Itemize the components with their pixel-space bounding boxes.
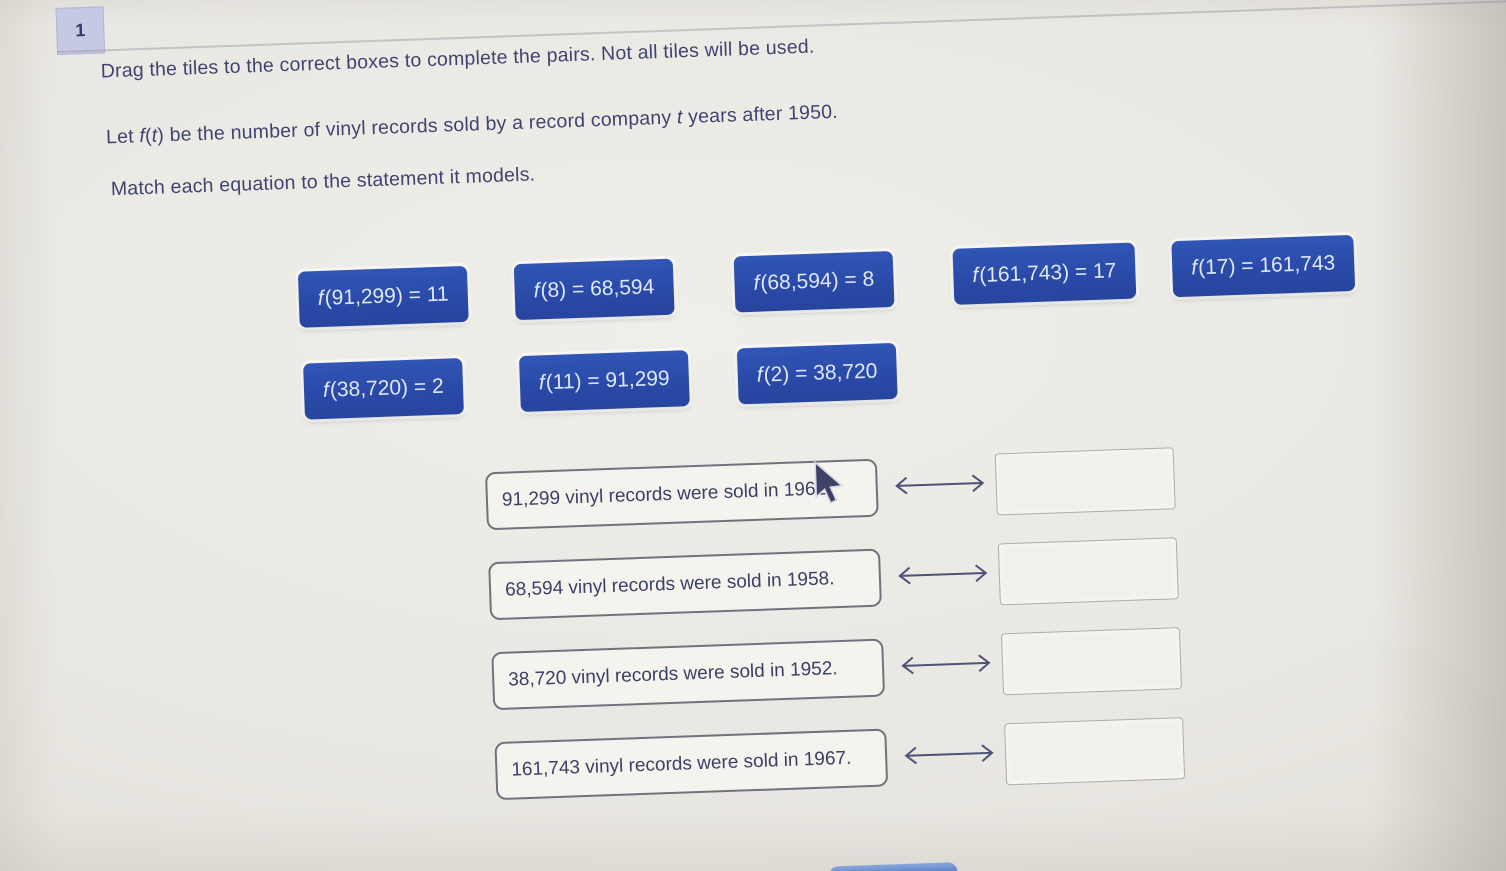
double-arrow-icon [904,744,994,765]
instruction-text: Drag the tiles to the correct boxes to c… [100,35,815,83]
pair-row: 38,720 vinyl records were sold in 1952. [491,626,1253,714]
tile-label: (38,720) = 2 [329,374,445,402]
equation-tile[interactable]: f (17) = 161,743 [1171,234,1356,298]
equation-tile[interactable]: f (8) = 68,594 [513,258,675,321]
equation-tile[interactable]: f (2) = 38,720 [736,342,898,405]
tile-fn: f [753,271,760,295]
answer-drop-box[interactable] [1000,627,1182,696]
question-number-tab[interactable]: 1 [55,6,106,55]
intro-part: years after 1950. [682,100,839,129]
tile-label: (91,299) = 11 [324,282,449,310]
answer-drop-box[interactable] [1004,717,1186,786]
double-arrow-icon [901,654,991,675]
equation-tile[interactable]: f (68,594) = 8 [733,250,895,313]
statement-box: 161,743 vinyl records were sold in 1967. [494,728,889,801]
tile-label: (68,594) = 8 [760,267,875,295]
question-number: 1 [74,20,86,41]
statement-text: 161,743 vinyl records were sold in 1967. [511,747,852,781]
tile-label: (11) = 91,299 [545,366,671,395]
match-text: Match each equation to the statement it … [110,163,536,201]
statement-text: 68,594 vinyl records were sold in 1958. [504,568,835,601]
equation-tile[interactable]: f (38,720) = 2 [303,358,464,420]
double-arrow-icon [898,564,988,585]
tile-fn: f [1190,256,1198,280]
intro-text: Let f(t) be the number of vinyl records … [106,101,839,150]
statement-box: 38,720 vinyl records were sold in 1952. [491,638,886,711]
mouse-cursor-icon [814,460,845,505]
partial-tile-bottom[interactable] [828,862,959,871]
statement-text: 91,299 vinyl records were sold in 1961. [501,478,832,511]
double-arrow-icon [895,474,985,495]
tile-label: (2) = 38,720 [763,359,878,387]
tile-label: (8) = 68,594 [540,275,655,303]
tile-fn: f [322,378,330,402]
tile-fn: f [756,363,764,387]
answer-drop-box[interactable] [997,537,1179,606]
intro-part: ) be the number of vinyl records sold by… [156,106,678,147]
pair-row: 161,743 vinyl records were sold in 1967. [494,716,1256,804]
tile-fn: f [538,371,546,395]
pair-row: 68,594 vinyl records were sold in 1958. [488,536,1250,624]
equation-tile[interactable]: f (161,743) = 17 [952,242,1137,305]
tile-fn: f [533,279,540,303]
pair-row: 91,299 vinyl records were sold in 1961. [484,446,1247,534]
intro-part: Let [105,125,140,149]
tile-label: (161,743) = 17 [978,259,1117,287]
answer-drop-box[interactable] [994,447,1176,516]
tile-label: (17) = 161,743 [1197,251,1336,280]
tile-fn: f [317,286,325,311]
statement-box: 68,594 vinyl records were sold in 1958. [488,548,882,621]
equation-tile[interactable]: f (91,299) = 11 [297,265,469,328]
equation-tile[interactable]: f (11) = 91,299 [518,350,690,413]
tile-fn: f [972,263,979,288]
statement-text: 38,720 vinyl records were sold in 1952. [507,658,838,691]
